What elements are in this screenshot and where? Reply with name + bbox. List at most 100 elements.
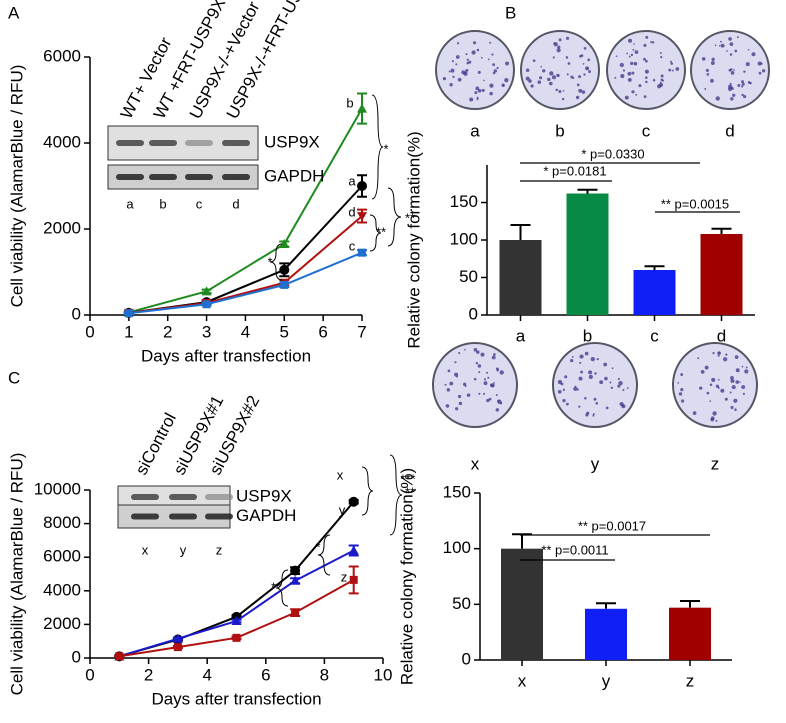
colony [593,397,597,401]
colony [574,385,577,388]
colony [659,81,662,84]
colony [660,55,663,59]
data-point [232,633,241,642]
colony [680,373,684,377]
y-tick-label: 6000 [43,46,81,65]
blot-band [116,140,144,146]
significance: ** [405,210,415,225]
y-tick-label: 2000 [43,218,81,237]
colony [564,375,568,379]
colony [720,40,722,43]
series-line [128,251,363,315]
series-label: y [339,502,346,517]
colony [596,358,599,361]
series-label: d [348,204,355,219]
colony [706,391,710,395]
colony [627,71,632,76]
colony [697,357,700,360]
y-tick-label: 0 [462,649,471,668]
bar [585,608,627,660]
data-point [173,643,182,652]
colony [588,70,591,74]
y-tick-label: 4000 [43,580,81,599]
x-tick-label: 1 [124,322,133,341]
bracket [389,454,403,536]
colony [681,399,685,403]
data-point [348,496,359,507]
colony [718,351,721,354]
colony [491,53,494,56]
bar [633,270,676,315]
series-label: z [341,569,348,584]
y-tick-label: 0 [72,304,81,323]
colony [442,76,447,81]
colony [481,88,485,92]
colony [471,50,476,55]
colony [741,80,745,84]
x-tick-label: d [717,326,726,345]
series-label: c [349,238,356,253]
x-tick-label: 6 [318,322,327,341]
colony [565,36,570,40]
colony [472,41,477,45]
colony [635,93,638,96]
colony [710,61,715,65]
colony [733,398,738,403]
lane-label: x [142,542,149,557]
colony [626,387,629,389]
data-point [231,616,242,626]
significance: * [315,539,320,554]
plate [672,342,758,428]
colony [540,65,543,68]
colony [578,376,583,381]
colony [643,95,647,99]
colony [578,88,583,93]
colony [502,84,505,87]
colony [659,52,662,54]
colony [477,70,481,74]
colony [736,36,739,39]
bracket [369,214,382,252]
colony [595,401,599,405]
colony [730,405,734,410]
colony [556,74,559,76]
lane-label: y [180,542,187,557]
y-tick-label: 0 [72,647,81,666]
colony [677,382,680,384]
data-point [357,103,367,113]
colony [465,53,468,56]
colony [724,397,728,401]
colony [586,67,589,70]
data-point [291,608,300,617]
colony [727,86,733,92]
colony [652,78,656,82]
x-tick-label: 0 [85,665,94,684]
colony [586,411,590,415]
plate-label: y [591,454,600,473]
x-tick-label: y [602,671,611,690]
colony [632,48,635,51]
colony [645,76,648,79]
colony [734,408,737,411]
colony [469,97,474,102]
bar [669,607,711,660]
colony [711,57,715,61]
colony [645,59,648,63]
blot-band [169,494,197,500]
colony [700,370,705,374]
colony [455,375,458,378]
colony [609,381,612,384]
colony [741,365,744,368]
colony [584,351,589,356]
colony [477,89,482,93]
x-tick-label: 10 [374,665,393,684]
colony [643,57,646,61]
error-bar [577,188,598,194]
colony [466,58,469,61]
colony [645,80,648,84]
colony [477,364,482,368]
colony [706,73,710,76]
colony [675,67,680,71]
colony [457,77,462,82]
colony [476,350,480,354]
